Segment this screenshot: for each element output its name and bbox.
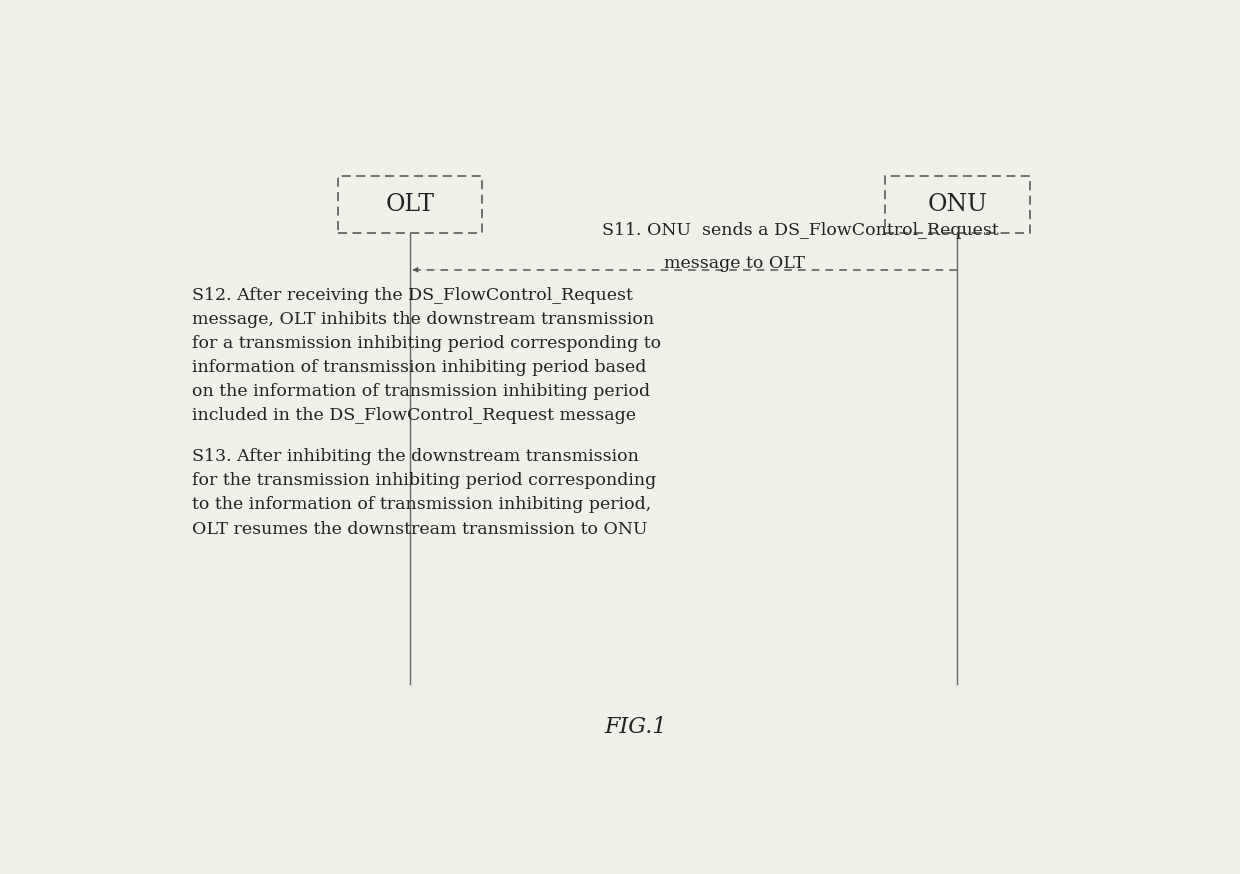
Text: S13. After inhibiting the downstream transmission
for the transmission inhibitin: S13. After inhibiting the downstream tra… (191, 448, 656, 538)
Bar (885, 176, 1029, 232)
Text: S12. After receiving the DS_FlowControl_Request
message, OLT inhibits the downst: S12. After receiving the DS_FlowControl_… (191, 287, 661, 425)
Text: ONU: ONU (928, 192, 987, 216)
Text: message to OLT: message to OLT (665, 255, 805, 272)
Bar (337, 176, 481, 232)
Text: FIG.1: FIG.1 (604, 717, 667, 739)
Text: S11. ONU  sends a DS_FlowControl_Request: S11. ONU sends a DS_FlowControl_Request (601, 223, 998, 239)
Text: OLT: OLT (386, 192, 434, 216)
